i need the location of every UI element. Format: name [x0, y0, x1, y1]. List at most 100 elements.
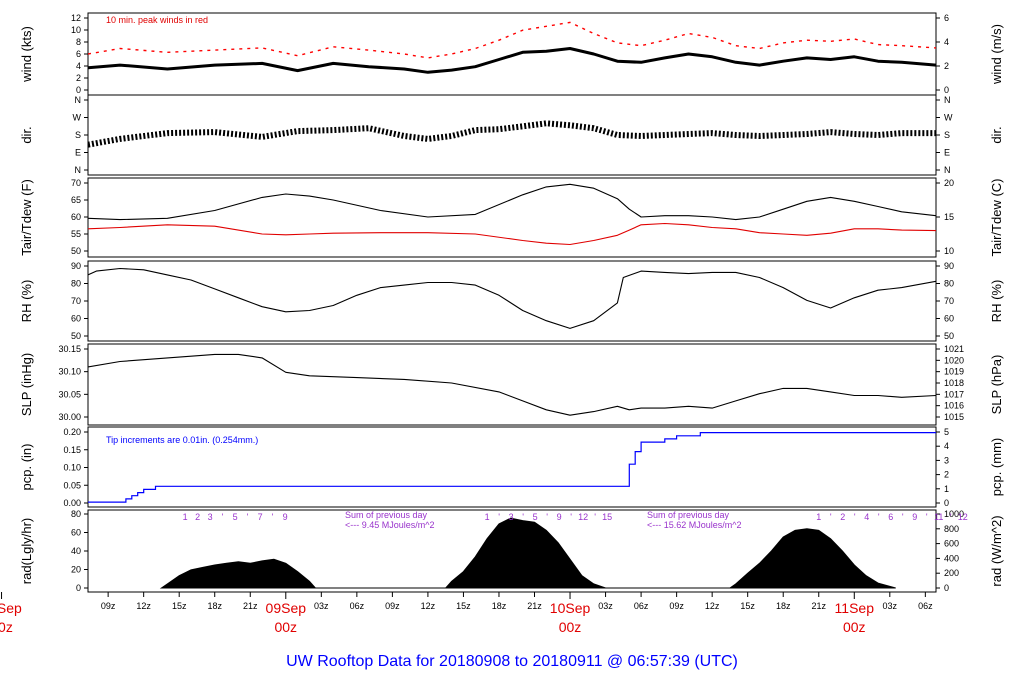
- rad-hour-marker: ': [272, 512, 274, 522]
- x-tick-label: 12z: [705, 601, 720, 611]
- wind-right-tick-label: 0: [944, 85, 949, 95]
- rh-series-0: [88, 267, 936, 329]
- rad-hour-marker: ': [522, 512, 524, 522]
- rad-hour-marker: 11: [934, 512, 943, 522]
- wind-left-tick-label: 8: [76, 37, 81, 47]
- rad-hour-marker: 5: [533, 512, 538, 522]
- temp-left-tick-label: 60: [71, 212, 81, 222]
- pcp-left-tick-label: 0.15: [63, 445, 81, 455]
- rad-hour-marker: 1: [183, 512, 188, 522]
- rad-daily-sum-title: Sum of previous day: [345, 510, 428, 520]
- rh-right-tick-label: 70: [944, 296, 954, 306]
- pcp-ylabel-left: pcp. (in): [19, 444, 34, 491]
- rad-left-tick-label: 40: [71, 546, 81, 556]
- rad-area-day-1: [445, 528, 896, 589]
- rad-right-tick-label: 800: [944, 524, 959, 534]
- x-tick-label: 09z: [385, 601, 400, 611]
- day-label-date: 09Sep: [266, 600, 307, 616]
- rh-right-tick-label: 80: [944, 279, 954, 289]
- rad-hour-marker: ': [830, 512, 832, 522]
- rad-hour-marker: 6: [888, 512, 893, 522]
- x-tick-label: 15z: [172, 601, 187, 611]
- rad-hour-marker: ': [247, 512, 249, 522]
- pcp-ylabel-right: pcp. (mm): [989, 438, 1004, 497]
- rh-right-tick-label: 60: [944, 314, 954, 324]
- day-label-hour: 00z: [843, 619, 866, 635]
- rad-hour-marker: ': [854, 512, 856, 522]
- dir-left-tick-label: N: [75, 95, 82, 105]
- x-tick-label: 06z: [634, 601, 649, 611]
- x-tick-label: 18z: [776, 601, 791, 611]
- wind-left-tick-label: 0: [76, 85, 81, 95]
- rad-hour-marker: 9: [557, 512, 562, 522]
- dir-right-tick-label: S: [944, 130, 950, 140]
- rad-hour-marker: ': [222, 512, 224, 522]
- pcp-left-tick-label: 0.20: [63, 427, 81, 437]
- x-tick-label: 03z: [314, 601, 329, 611]
- wind-right-tick-label: 2: [944, 61, 949, 71]
- rad-hour-marker: ': [878, 512, 880, 522]
- rad-hour-marker: ': [546, 512, 548, 522]
- pcp-annotation: Tip increments are 0.01in. (0.254mm.): [106, 435, 258, 445]
- slp-right-tick-label: 1018: [944, 378, 964, 388]
- dir-ylabel-left: dir.: [19, 126, 34, 143]
- pcp-right-tick-label: 0: [944, 498, 949, 508]
- pcp-right-tick-label: 4: [944, 441, 949, 451]
- x-tick-label: 21z: [527, 601, 542, 611]
- rad-hour-marker: 12: [578, 512, 588, 522]
- chart-title: UW Rooftop Data for 20180908 to 20180911…: [286, 653, 738, 670]
- x-tick-label: 09z: [101, 601, 116, 611]
- temp-ylabel-left: Tair/Tdew (F): [19, 179, 34, 256]
- rh-left-tick-label: 80: [71, 279, 81, 289]
- rad-hour-marker: 1: [485, 512, 490, 522]
- slp-left-tick-label: 30.10: [58, 367, 81, 377]
- rad-hour-marker: 3: [509, 512, 514, 522]
- x-tick-label: 15z: [456, 601, 471, 611]
- pcp-left-tick-label: 0.05: [63, 480, 81, 490]
- rad-hour-marker: 9: [283, 512, 288, 522]
- pcp-series-0: [88, 432, 936, 503]
- panel-pcp: 0.00 0.05 0.10 0.15 0.20 0 1 2 3 4 5 pcp. (in) pcp. …: [19, 426, 1004, 508]
- pcp-left-tick-label: 0.10: [63, 463, 81, 473]
- rad-right-tick-label: 1000: [944, 509, 964, 519]
- slp-right-tick-label: 1019: [944, 367, 964, 377]
- rad-hour-marker: 12: [958, 512, 968, 522]
- rad-right-tick-label: 200: [944, 568, 959, 578]
- x-tick-label: 18z: [492, 601, 507, 611]
- rad-hour-marker: 2: [195, 512, 200, 522]
- wind-ylabel-left: wind (kts): [19, 26, 34, 83]
- panel-temp: 50 55 60 65 70 10 15 20 Tair/Tdew (F) Tair/Tdew (…: [19, 177, 1004, 258]
- rad-hour-marker: 1: [816, 512, 821, 522]
- x-tick-label: 06z: [350, 601, 365, 611]
- wind-left-tick-label: 4: [76, 61, 81, 71]
- slp-right-tick-label: 1020: [944, 355, 964, 365]
- temp-left-tick-label: 65: [71, 195, 81, 205]
- dir-right-tick-label: E: [944, 148, 950, 158]
- temp-left-tick-label: 70: [71, 178, 81, 188]
- pcp-right-tick-label: 2: [944, 470, 949, 480]
- rad-hour-marker: ': [594, 512, 596, 522]
- rad-hour-marker: 2: [840, 512, 845, 522]
- pcp-right-tick-label: 3: [944, 455, 949, 465]
- dir-right-tick-label: N: [944, 165, 951, 175]
- panel-rh: 50 60 70 80 90 50 60 70 80 90 RH (%) RH (%): [19, 260, 1004, 342]
- wind-ylabel-right: wind (m/s): [989, 24, 1004, 85]
- slp-left-tick-label: 30.05: [58, 389, 81, 399]
- rad-hour-marker: 3: [208, 512, 213, 522]
- rad-right-tick-label: 600: [944, 539, 959, 549]
- rad-hour-marker: 9: [912, 512, 917, 522]
- wind-left-tick-label: 12: [71, 13, 81, 23]
- rad-hour-marker: ': [902, 512, 904, 522]
- rad-hour-marker: 5: [233, 512, 238, 522]
- temp-series-1: [88, 222, 936, 246]
- dir-left-tick-label: N: [75, 165, 82, 175]
- rad-left-tick-label: 60: [71, 528, 81, 538]
- x-tick-label: 15z: [740, 601, 755, 611]
- x-axis: 09z 12z 15z 18z 21z 03z 06z 09z 12z 15z 18z 21z 03z 0…: [0, 592, 933, 635]
- x-tick-label: 03z: [883, 601, 898, 611]
- rad-right-tick-label: 400: [944, 553, 959, 563]
- slp-right-tick-label: 1017: [944, 389, 964, 399]
